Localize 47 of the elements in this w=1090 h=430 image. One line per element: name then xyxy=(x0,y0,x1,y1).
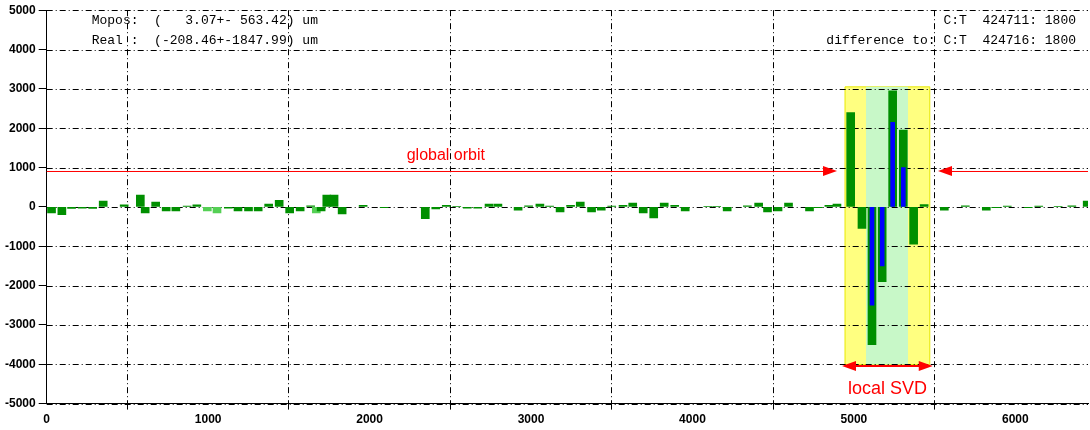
y-tick-label: 4000 xyxy=(8,41,37,56)
y-tick-label: -5000 xyxy=(4,395,37,410)
bar xyxy=(763,207,772,213)
annotation: C:T 424711: 1800 xyxy=(943,12,1076,28)
bar xyxy=(171,207,181,212)
annotation: Mopos: ( 3.07+- 563.42) um xyxy=(91,12,319,28)
bar xyxy=(264,203,274,207)
y-tick-label: 3000 xyxy=(8,81,37,96)
bar xyxy=(784,202,793,207)
bar xyxy=(285,207,294,214)
y-tick-label: 0 xyxy=(29,199,36,214)
annotation: difference to: C:T 424716: 1800 xyxy=(826,32,1076,48)
y-tick-label: -3000 xyxy=(4,317,37,332)
bar xyxy=(98,200,108,207)
bar xyxy=(890,121,895,207)
x-tick-label: 6000 xyxy=(1002,412,1030,427)
bar xyxy=(722,207,732,212)
bar xyxy=(919,204,929,207)
band-label: local SVD xyxy=(847,377,927,398)
annotation: Real : (-208.46+-1847.99) um xyxy=(91,32,319,48)
bar xyxy=(846,112,856,207)
bar xyxy=(939,207,949,211)
bar xyxy=(773,207,783,212)
bar xyxy=(274,199,284,207)
y-tick-label: 5000 xyxy=(8,2,37,17)
bar xyxy=(295,207,305,212)
x-tick-label: 2000 xyxy=(356,412,384,427)
bar xyxy=(161,207,171,212)
bar xyxy=(909,207,918,245)
x-tick-label: 1000 xyxy=(194,412,222,427)
y-tick-label: -1000 xyxy=(4,238,37,253)
bar xyxy=(680,207,690,212)
y-tick-label: -4000 xyxy=(4,356,37,371)
bar xyxy=(754,202,763,207)
bar xyxy=(900,167,906,207)
bar xyxy=(857,207,867,229)
ref-line-label: global orbit xyxy=(406,145,486,163)
y-tick-label: -2000 xyxy=(4,277,37,292)
bar xyxy=(47,207,56,214)
x-tick-label: 3000 xyxy=(517,412,545,427)
x-tick-label: 5000 xyxy=(840,412,868,427)
x-tick-label: 0 xyxy=(43,412,51,427)
y-tick-label: 2000 xyxy=(8,120,37,135)
x-tick-label: 4000 xyxy=(679,412,707,427)
y-tick-label: 1000 xyxy=(8,159,37,174)
bar xyxy=(119,204,129,207)
bar xyxy=(151,201,160,207)
